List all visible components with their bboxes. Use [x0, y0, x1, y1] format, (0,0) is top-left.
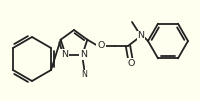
Text: N: N [137, 32, 144, 41]
Text: O: O [127, 58, 134, 67]
Text: N: N [79, 50, 86, 59]
Text: N: N [61, 50, 68, 59]
Text: O: O [97, 42, 104, 50]
Text: N: N [81, 70, 87, 79]
